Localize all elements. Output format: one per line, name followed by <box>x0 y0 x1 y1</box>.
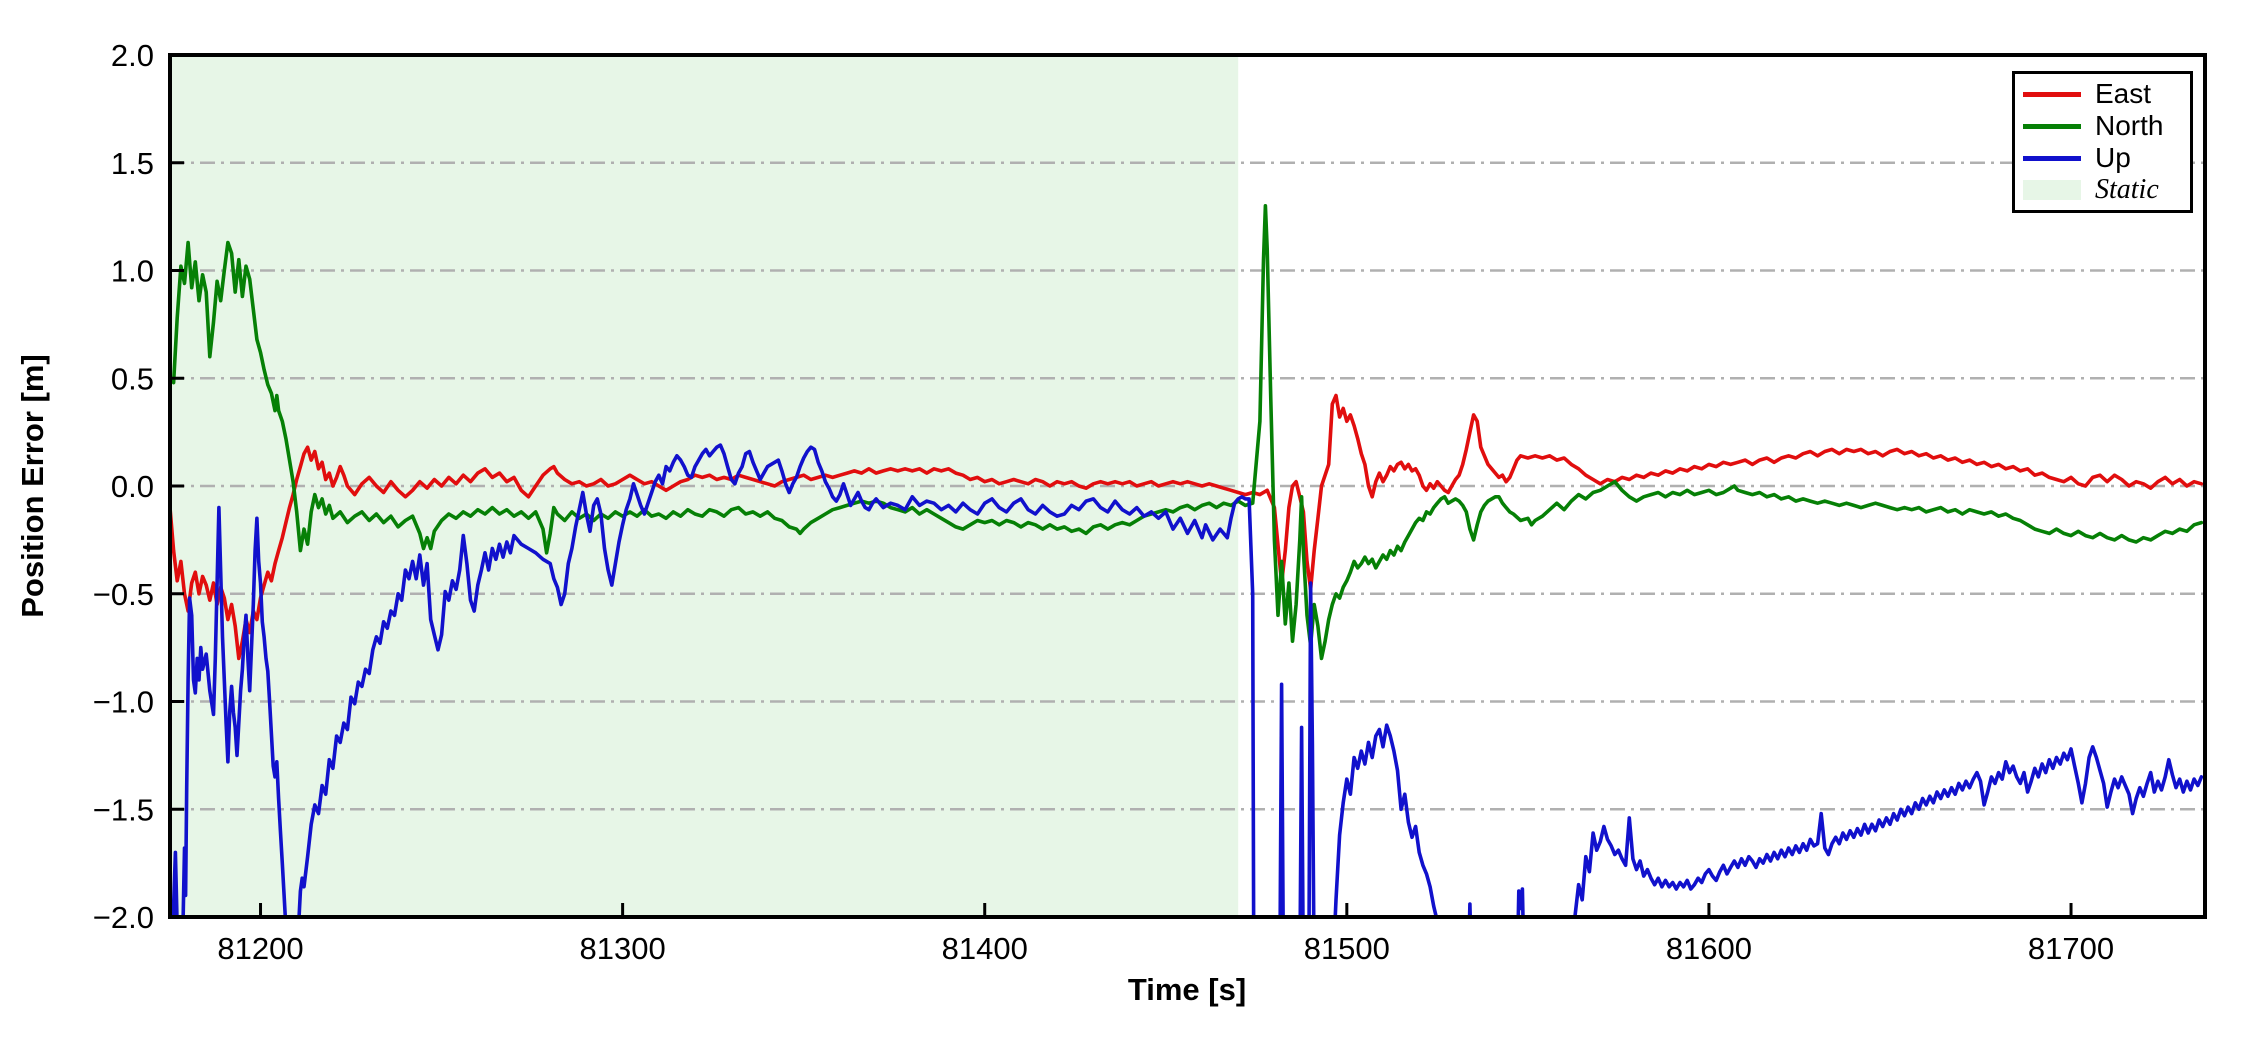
legend-swatch-east <box>2023 91 2081 97</box>
legend-label: North <box>2095 110 2164 141</box>
y-tick-label: −0.5 <box>93 577 154 612</box>
x-tick-label: 81300 <box>580 931 666 966</box>
legend-swatch-static <box>2023 180 2081 200</box>
x-tick-label: 81600 <box>1666 931 1752 966</box>
series-north-line <box>170 204 2204 661</box>
legend-item-up: Up <box>2023 143 2182 173</box>
x-tick-label: 81400 <box>942 931 1028 966</box>
legend-item-static: Static <box>2023 175 2182 205</box>
legend-label: East <box>2095 78 2152 109</box>
x-tick-label: 81500 <box>1304 931 1390 966</box>
series-up-line <box>171 443 2204 917</box>
y-tick-label: 0.0 <box>111 469 154 504</box>
legend-label: Up <box>2095 142 2131 173</box>
legend: East North Up Static <box>2012 71 2193 213</box>
legend-item-east: East <box>2023 79 2182 109</box>
y-tick-label: −2.0 <box>93 900 154 935</box>
legend-item-north: North <box>2023 111 2182 141</box>
legend-swatch-north <box>2023 123 2081 129</box>
y-tick-label: −1.0 <box>93 685 154 720</box>
x-tick-label: 81700 <box>2028 931 2114 966</box>
y-tick-label: 2.0 <box>111 38 154 73</box>
y-tick-label: −1.5 <box>93 792 154 827</box>
x-axis-title: Time [s] <box>1127 972 1247 1007</box>
x-tick-label: 81200 <box>217 931 303 966</box>
y-tick-label: 1.0 <box>111 254 154 289</box>
series-east-line <box>170 393 2204 661</box>
y-axis-title: Position Error [m] <box>15 354 50 618</box>
y-tick-label: 0.5 <box>111 361 154 396</box>
y-tick-label: 1.5 <box>111 146 154 181</box>
legend-swatch-up <box>2023 155 2081 161</box>
legend-label: Static <box>2095 174 2159 205</box>
